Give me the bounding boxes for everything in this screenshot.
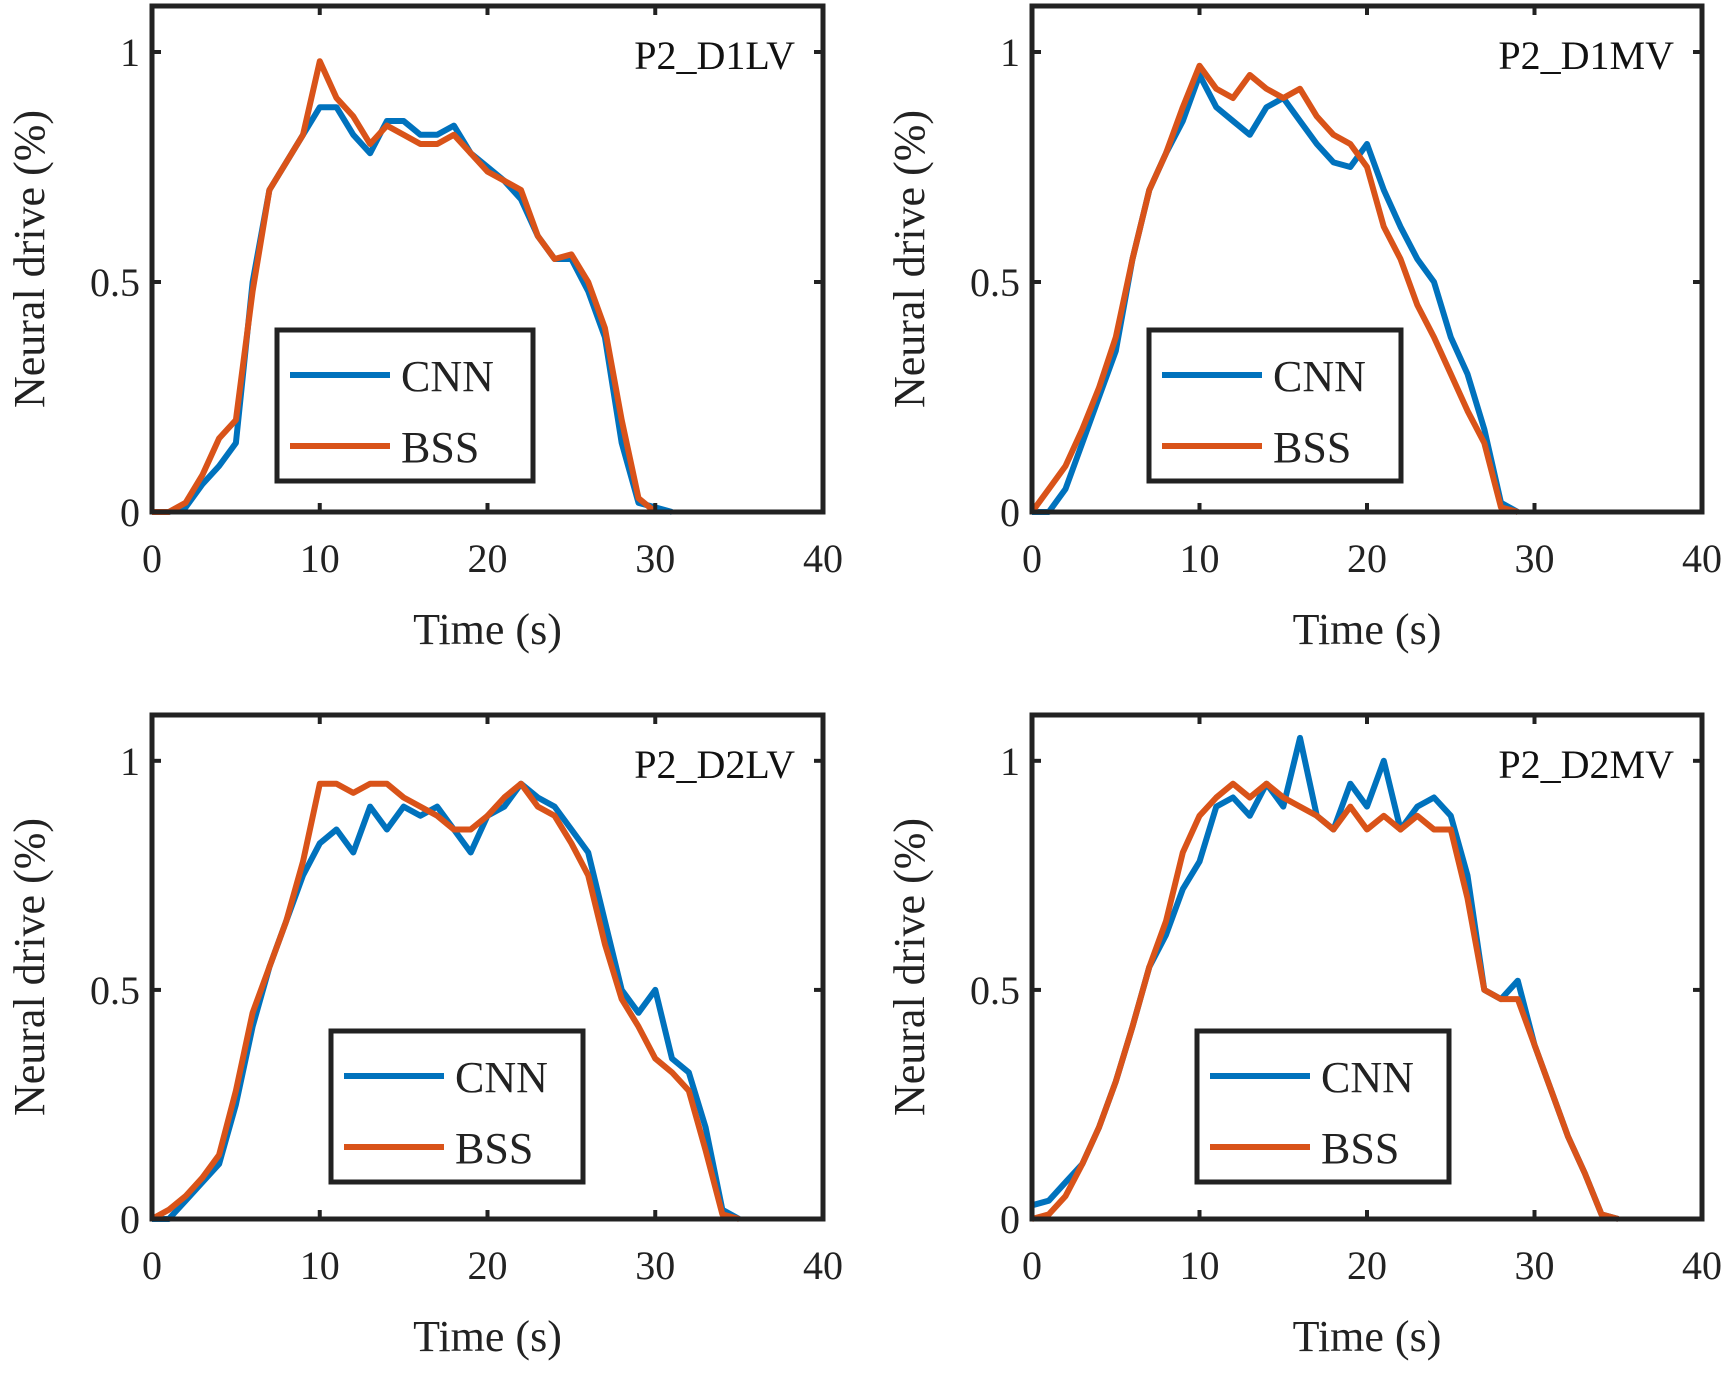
x-tick-label: 40 xyxy=(803,536,843,581)
x-axis-label: Time (s) xyxy=(413,605,562,654)
y-axis-label: Neural drive (%) xyxy=(885,818,934,1116)
legend-box xyxy=(1194,1028,1452,1185)
x-tick-label: 20 xyxy=(1347,536,1387,581)
x-tick-label: 20 xyxy=(1347,1243,1387,1288)
legend-box xyxy=(328,1028,586,1185)
legend-label-bss: BSS xyxy=(1273,423,1351,472)
x-tick-label: 0 xyxy=(142,536,162,581)
legend: CNN BSS xyxy=(328,1028,586,1185)
x-tick-label: 30 xyxy=(635,1243,675,1288)
x-tick-label: 20 xyxy=(468,1243,508,1288)
x-tick-label: 10 xyxy=(1180,536,1220,581)
legend-label-cnn: CNN xyxy=(1273,352,1366,401)
x-tick-label: 20 xyxy=(468,536,508,581)
y-axis-label: Neural drive (%) xyxy=(885,110,934,408)
legend-box xyxy=(274,327,536,484)
y-tick-label: 0.5 xyxy=(970,968,1020,1013)
legend-label-cnn: CNN xyxy=(1321,1053,1414,1102)
x-tick-label: 40 xyxy=(803,1243,843,1288)
y-tick-label: 0 xyxy=(1000,490,1020,535)
chart-panel-3: 0 10 20 30 40 0 0.5 1 Time (s) Neural drive (%) P2… xyxy=(5,712,843,1361)
chart-panel-4: 0 10 20 30 40 0 0.5 1 Time (s) Neural drive (%) P2… xyxy=(885,712,1722,1361)
chart-panel-1: 0 10 20 30 40 0 0.5 1 Time (s) Neural drive (%) P2… xyxy=(5,3,843,654)
y-tick-label: 0 xyxy=(120,1197,140,1242)
y-tick-label: 1 xyxy=(1000,739,1020,784)
y-tick-label: 0.5 xyxy=(90,260,140,305)
legend-box xyxy=(1146,327,1404,484)
panel-annotation: P2_D2LV xyxy=(634,742,795,787)
y-axis-label: Neural drive (%) xyxy=(5,818,54,1116)
panel-annotation: P2_D2MV xyxy=(1498,742,1674,787)
panel-annotation: P2_D1LV xyxy=(634,33,795,78)
legend-label-bss: BSS xyxy=(1321,1124,1399,1173)
series-line-bss xyxy=(150,780,740,1222)
legend: CNN BSS xyxy=(274,327,536,484)
series-line-bss xyxy=(1029,62,1519,515)
y-tick-label: 0.5 xyxy=(970,260,1020,305)
y-tick-label: 0 xyxy=(120,490,140,535)
x-tick-label: 0 xyxy=(142,1243,162,1288)
legend-label-bss: BSS xyxy=(401,423,479,472)
y-tick-label: 1 xyxy=(1000,30,1020,75)
y-axis-label: Neural drive (%) xyxy=(5,110,54,408)
legend-label-bss: BSS xyxy=(455,1124,533,1173)
panel-annotation: P2_D1MV xyxy=(1498,33,1674,78)
series-line-bss xyxy=(1031,780,1620,1222)
y-tick-label: 1 xyxy=(120,30,140,75)
x-axis-label: Time (s) xyxy=(413,1312,562,1361)
x-tick-label: 10 xyxy=(300,536,340,581)
legend-label-cnn: CNN xyxy=(401,352,494,401)
x-tick-label: 0 xyxy=(1022,1243,1042,1288)
y-tick-label: 0.5 xyxy=(90,968,140,1013)
x-tick-label: 40 xyxy=(1682,536,1722,581)
series-line-cnn xyxy=(1032,72,1520,515)
y-tick-label: 0 xyxy=(1000,1197,1020,1242)
x-tick-label: 30 xyxy=(1515,536,1555,581)
legend: CNN BSS xyxy=(1146,327,1404,484)
x-tick-label: 40 xyxy=(1682,1243,1722,1288)
chart-panel-2: 0 10 20 30 40 0 0.5 1 Time (s) Neural drive (%) P2… xyxy=(885,3,1722,654)
x-tick-label: 30 xyxy=(1515,1243,1555,1288)
x-axis-label: Time (s) xyxy=(1293,1312,1442,1361)
x-axis-label: Time (s) xyxy=(1293,605,1442,654)
x-tick-label: 30 xyxy=(635,536,675,581)
x-tick-label: 10 xyxy=(300,1243,340,1288)
y-tick-label: 1 xyxy=(120,739,140,784)
series-line-bss xyxy=(152,58,658,515)
x-tick-label: 10 xyxy=(1180,1243,1220,1288)
legend: CNN BSS xyxy=(1194,1028,1452,1185)
legend-label-cnn: CNN xyxy=(455,1053,548,1102)
x-tick-label: 0 xyxy=(1022,536,1042,581)
